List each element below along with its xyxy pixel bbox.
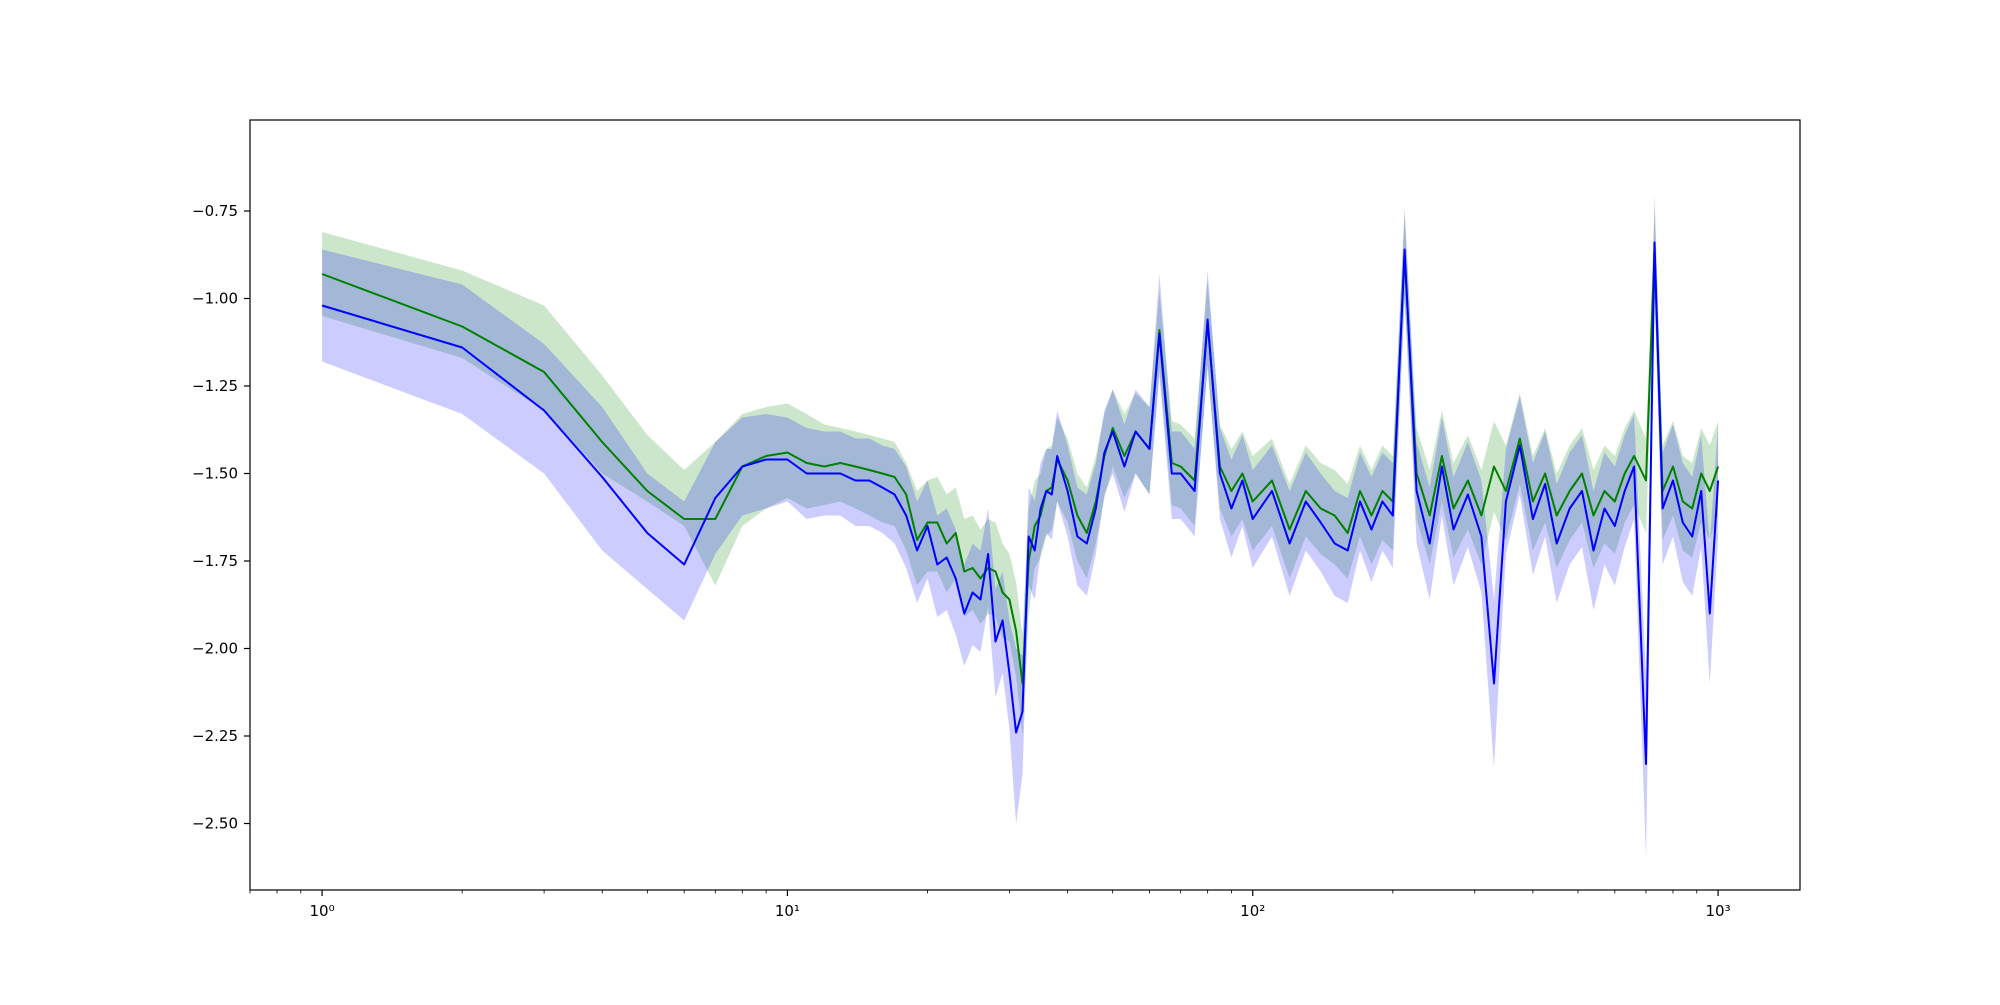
y-tick-label: −1.25 bbox=[192, 377, 238, 395]
y-tick-label: −1.75 bbox=[192, 552, 238, 570]
series-1-line bbox=[321, 248, 1720, 685]
y-tick-label: −2.00 bbox=[192, 640, 238, 658]
series-2-band bbox=[322, 193, 1719, 859]
series-lines bbox=[321, 241, 1720, 765]
y-tick-label: −2.50 bbox=[192, 815, 238, 833]
plot-frame bbox=[249, 119, 1801, 891]
y-tick-label: −1.50 bbox=[192, 465, 238, 483]
x-tick-label: 10⁰ bbox=[310, 902, 335, 920]
x-tick-label: 10³ bbox=[1706, 902, 1731, 920]
x-tick-label: 10¹ bbox=[775, 902, 800, 920]
y-tick-label: −2.25 bbox=[192, 727, 238, 745]
x-axis: 10⁰ 10¹ 10² 10³ bbox=[249, 890, 1731, 920]
series-2-line bbox=[321, 241, 1720, 765]
y-axis: −0.75 −1.00 −1.25 −1.50 −1.75 −2.00 −2.25 −2.50 bbox=[192, 202, 250, 833]
x-tick-label: 10² bbox=[1240, 902, 1265, 920]
y-tick-label: −0.75 bbox=[192, 202, 238, 220]
y-tick-label: −1.00 bbox=[192, 290, 238, 308]
